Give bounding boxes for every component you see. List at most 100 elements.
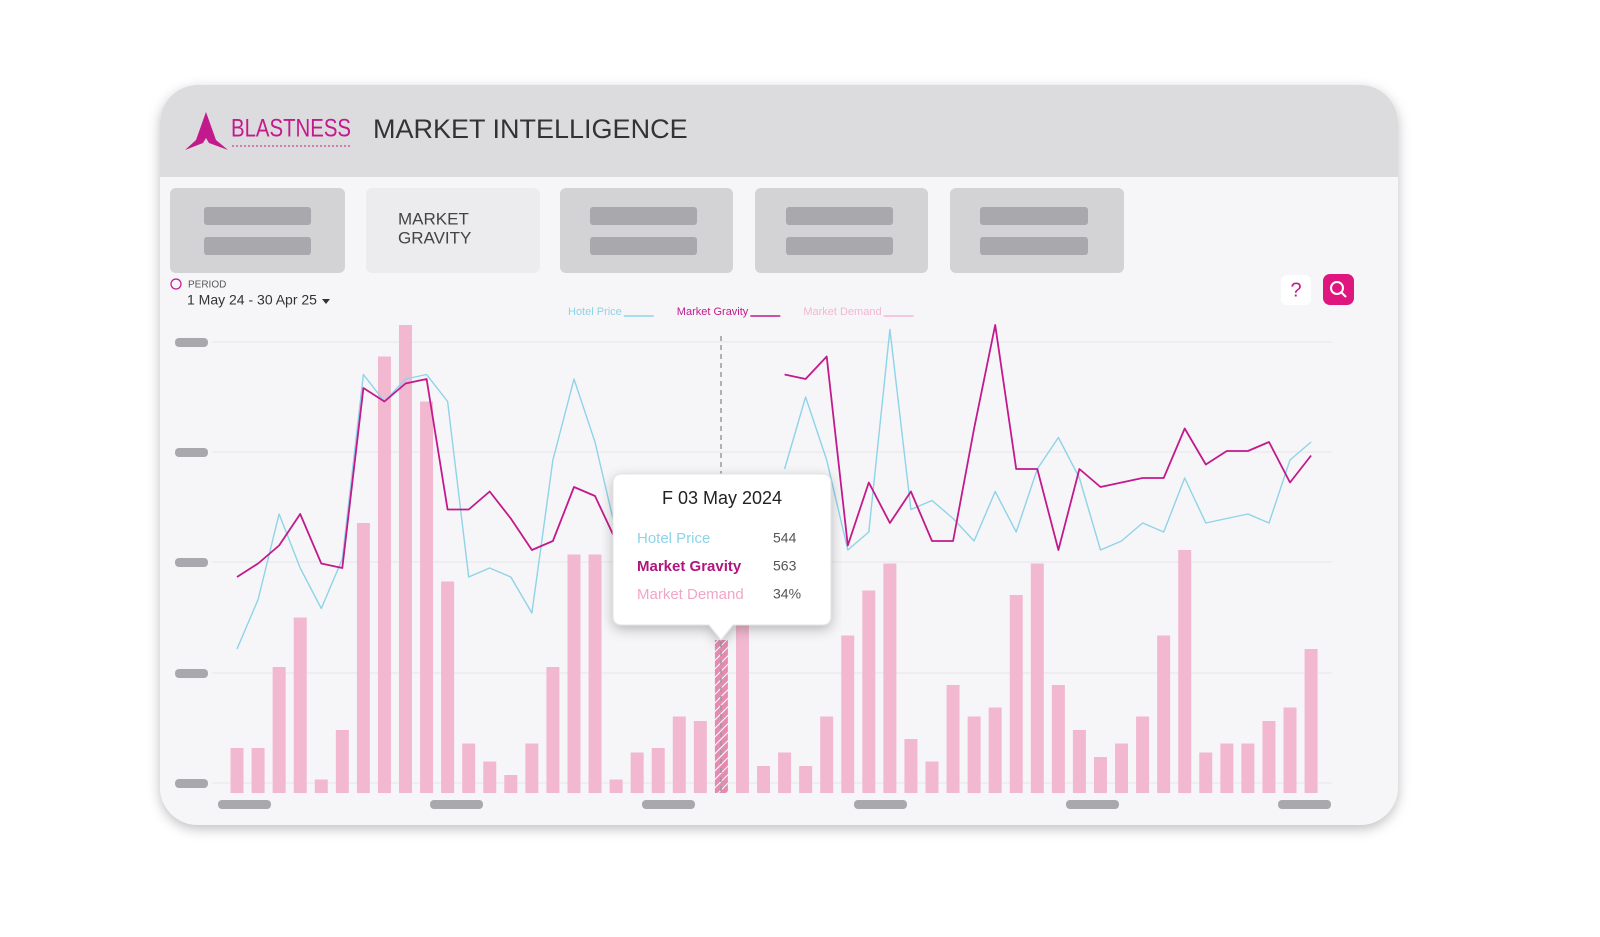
bar bbox=[420, 401, 434, 793]
bar bbox=[693, 721, 707, 793]
tooltip-value: 544 bbox=[773, 530, 797, 546]
placeholder bbox=[980, 237, 1088, 255]
tab[interactable] bbox=[755, 188, 928, 273]
bar bbox=[1241, 743, 1255, 793]
bar bbox=[1304, 649, 1318, 793]
period-selector[interactable]: PERIOD 1 May 24 - 30 Apr 25 bbox=[170, 278, 330, 308]
y-tick-placeholder bbox=[175, 338, 208, 347]
bar bbox=[335, 730, 349, 793]
bar bbox=[483, 761, 497, 793]
x-tick-placeholder bbox=[430, 800, 483, 809]
bar bbox=[230, 748, 244, 793]
bar bbox=[356, 523, 370, 793]
tab-bg[interactable] bbox=[755, 188, 928, 273]
tooltip-label: Market Demand bbox=[637, 586, 744, 603]
header-bar bbox=[160, 85, 1398, 177]
period-value[interactable]: 1 May 24 - 30 Apr 25 bbox=[187, 292, 317, 308]
bar bbox=[883, 563, 897, 793]
refresh-icon[interactable] bbox=[170, 278, 182, 290]
bar bbox=[1136, 716, 1150, 793]
tooltip-value: 563 bbox=[773, 558, 797, 574]
tab-label[interactable]: GRAVITY bbox=[398, 228, 471, 247]
bar bbox=[546, 667, 560, 793]
line bbox=[236, 324, 1312, 578]
bar bbox=[820, 716, 834, 793]
placeholder bbox=[204, 237, 311, 255]
bar bbox=[946, 685, 960, 793]
bar bbox=[293, 617, 307, 793]
search-icon[interactable] bbox=[1330, 281, 1344, 295]
bar bbox=[841, 635, 855, 793]
placeholder bbox=[786, 207, 893, 225]
tab[interactable]: MARKET GRAVITY bbox=[366, 188, 540, 273]
y-tick-placeholder bbox=[175, 669, 208, 678]
bar bbox=[988, 707, 1002, 793]
bar bbox=[735, 622, 749, 793]
bar bbox=[525, 743, 539, 793]
bar bbox=[1178, 550, 1192, 793]
brand-name: BLASTNESS bbox=[231, 115, 351, 143]
legend-label: Hotel Price bbox=[568, 306, 622, 318]
bar bbox=[799, 766, 813, 793]
bar bbox=[567, 554, 581, 793]
tab-label[interactable]: MARKET bbox=[398, 209, 469, 228]
tooltip-box bbox=[612, 473, 832, 641]
dropdown-arrow[interactable] bbox=[322, 299, 330, 304]
x-tick-placeholder bbox=[218, 800, 271, 809]
bar bbox=[609, 779, 623, 793]
bar bbox=[377, 356, 391, 793]
search-icon-handle[interactable] bbox=[1340, 291, 1347, 298]
bar bbox=[1072, 730, 1086, 793]
help-icon[interactable]: ? bbox=[1290, 279, 1301, 301]
line bbox=[236, 328, 1312, 650]
bar bbox=[462, 743, 476, 793]
legend-label: Market Demand bbox=[803, 306, 881, 318]
bar bbox=[1115, 743, 1129, 793]
tab[interactable] bbox=[560, 188, 733, 273]
tab-bg[interactable] bbox=[366, 188, 540, 273]
app-title: MARKET INTELLIGENCE bbox=[373, 114, 688, 144]
tab-bg[interactable] bbox=[950, 188, 1124, 273]
bar bbox=[904, 739, 918, 793]
bar bbox=[672, 716, 686, 793]
bar bbox=[1157, 635, 1171, 793]
bar bbox=[1199, 752, 1213, 793]
placeholder bbox=[204, 207, 311, 225]
placeholder bbox=[980, 207, 1088, 225]
bar bbox=[399, 325, 413, 793]
bar bbox=[862, 590, 876, 793]
bar bbox=[1262, 721, 1276, 793]
bar bbox=[1220, 743, 1234, 793]
legend-label: Market Gravity bbox=[677, 306, 749, 318]
bar bbox=[588, 554, 602, 793]
tab-bg[interactable] bbox=[170, 188, 345, 273]
bar bbox=[757, 766, 771, 793]
x-tick-placeholder bbox=[642, 800, 695, 809]
legend: Hotel Price Market Gravity Market Demand bbox=[568, 306, 914, 318]
bar bbox=[504, 775, 518, 793]
tooltip: F 03 May 2024 Hotel Price 544 Market Gra… bbox=[612, 473, 832, 641]
x-tick-placeholder bbox=[854, 800, 907, 809]
bar bbox=[1009, 595, 1023, 793]
bar bbox=[251, 748, 265, 793]
bar bbox=[630, 752, 644, 793]
bar bbox=[967, 716, 981, 793]
bar bbox=[1051, 685, 1065, 793]
search-button[interactable] bbox=[1323, 274, 1354, 305]
tab[interactable] bbox=[170, 188, 345, 273]
bar bbox=[1030, 563, 1044, 793]
tab[interactable] bbox=[950, 188, 1124, 273]
help-button[interactable] bbox=[1281, 275, 1311, 305]
period-label: PERIOD bbox=[188, 280, 226, 291]
y-tick-placeholder bbox=[175, 779, 208, 788]
bar bbox=[778, 752, 792, 793]
tooltip-value: 34% bbox=[773, 586, 801, 602]
x-tick-placeholder bbox=[1278, 800, 1331, 809]
bar bbox=[314, 779, 328, 793]
tooltip-label: Hotel Price bbox=[637, 530, 710, 547]
tab-bar: MARKET GRAVITY bbox=[170, 188, 1124, 273]
bar bbox=[441, 581, 455, 793]
tab-bg[interactable] bbox=[560, 188, 733, 273]
